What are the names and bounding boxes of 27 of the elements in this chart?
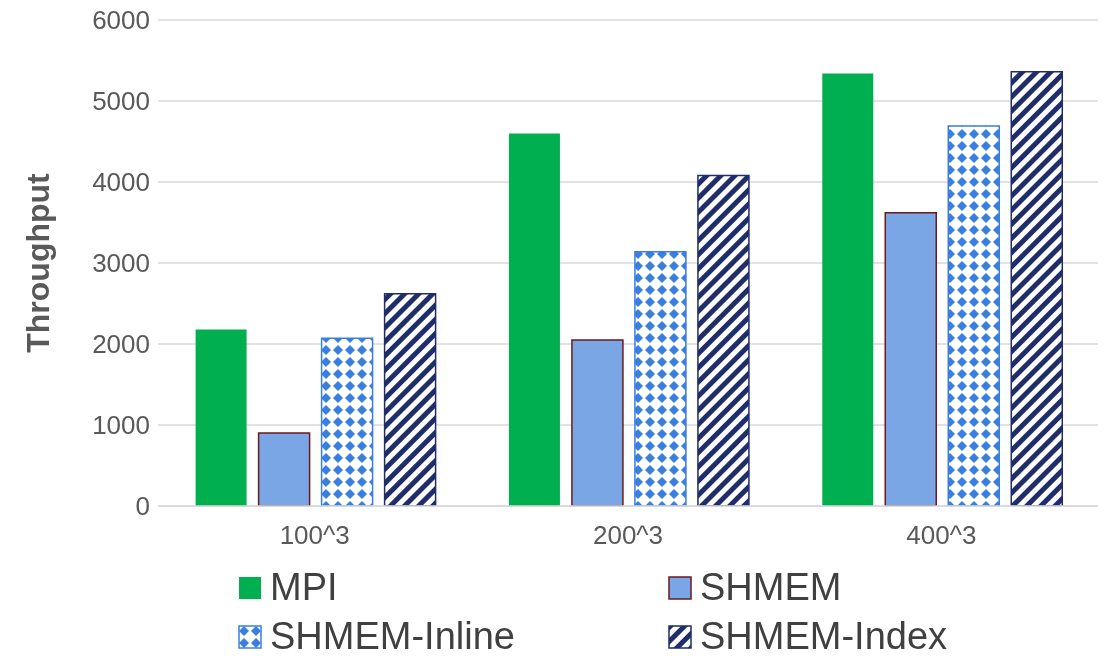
bar: [1010, 71, 1064, 506]
y-tick-label: 5000: [92, 86, 150, 117]
bar: [947, 125, 1001, 506]
bar: [320, 337, 374, 506]
y-tick-label: 4000: [92, 167, 150, 198]
y-tick-label: 0: [135, 491, 150, 522]
legend-label: SHMEM-Inline: [270, 615, 515, 658]
x-tick-label: 200^3: [592, 520, 664, 551]
bar: [884, 212, 938, 506]
bar: [634, 250, 687, 506]
legend-label: MPI: [270, 566, 338, 609]
y-axis-title: Throughput: [20, 172, 57, 353]
x-tick-label: 100^3: [279, 520, 350, 551]
bar: [508, 133, 560, 506]
y-tick-label: 6000: [92, 5, 150, 36]
y-tick-label: 3000: [92, 248, 150, 279]
bar: [257, 432, 311, 506]
legend-label: SHMEM-Index: [700, 615, 948, 658]
bar: [571, 339, 624, 506]
y-tick-label: 1000: [92, 410, 150, 441]
x-tick-label: 400^3: [906, 520, 977, 551]
bar: [697, 174, 750, 506]
legend-label: SHMEM: [700, 566, 842, 609]
bar: [195, 329, 247, 506]
bar: [822, 73, 874, 506]
y-tick-label: 2000: [92, 329, 150, 360]
bar: [383, 293, 437, 506]
